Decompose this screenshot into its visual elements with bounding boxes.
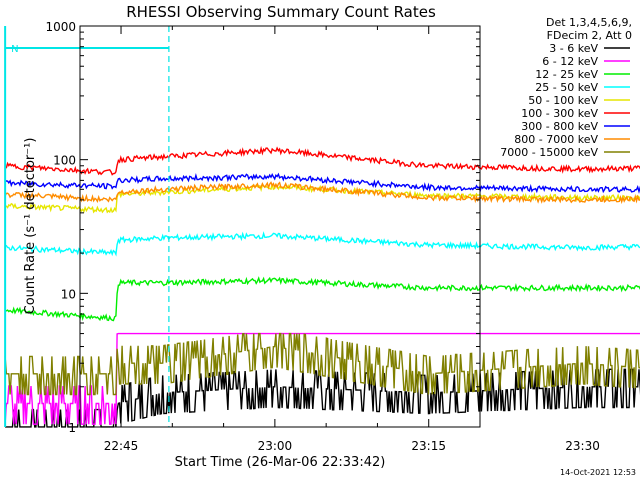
legend-label: 12 - 25 keV	[535, 68, 598, 81]
series-line-3	[4, 276, 640, 322]
legend-label: 800 - 7000 keV	[514, 133, 598, 146]
x-tick-label: 23:15	[411, 439, 446, 453]
y-axis-label: Count Rate (s⁻¹ detector⁻¹)	[23, 138, 38, 315]
legend-label: 100 - 300 keV	[521, 107, 598, 120]
series-line-7	[4, 172, 640, 194]
series-line-2	[4, 332, 640, 425]
legend-label: 25 - 50 keV	[535, 81, 598, 94]
y-tick-label: 1000	[45, 20, 76, 34]
decimation-info-line: FDecim 2, Att 0	[547, 29, 632, 42]
plot-frame	[79, 25, 481, 428]
detector-info-line: Det 1,3,4,5,6,9,	[546, 16, 632, 29]
legend-label: 300 - 800 keV	[521, 120, 598, 133]
y-tick-label: 100	[53, 154, 76, 168]
x-tick-label: 22:45	[104, 439, 139, 453]
y-tick-label: 1	[68, 421, 76, 435]
x-tick-label: 23:30	[565, 439, 600, 453]
x-axis-label: Start Time (26-Mar-06 22:33:42)	[175, 455, 386, 470]
legend-label: 3 - 6 keV	[549, 42, 598, 55]
y-tick-label: 10	[61, 287, 76, 301]
series-line-9	[4, 332, 640, 396]
y-axis: 1 10 100 1000	[45, 20, 480, 435]
series-line-1	[5, 368, 640, 428]
legend-label: 7000 - 15000 keV	[500, 146, 598, 159]
legend-label: 6 - 12 keV	[542, 55, 598, 68]
chart-title: RHESSI Observing Summary Count Rates	[126, 3, 436, 21]
x-tick-label: 23:00	[258, 439, 293, 453]
plot-area: NS	[4, 26, 640, 428]
series-line-6	[4, 145, 640, 176]
series-line-4	[4, 231, 640, 257]
series-line-8	[4, 181, 640, 205]
legend-label: 50 - 100 keV	[528, 94, 598, 107]
flag-label-n: N	[11, 44, 18, 55]
timestamp: 14-Oct-2021 12:53	[560, 468, 636, 477]
